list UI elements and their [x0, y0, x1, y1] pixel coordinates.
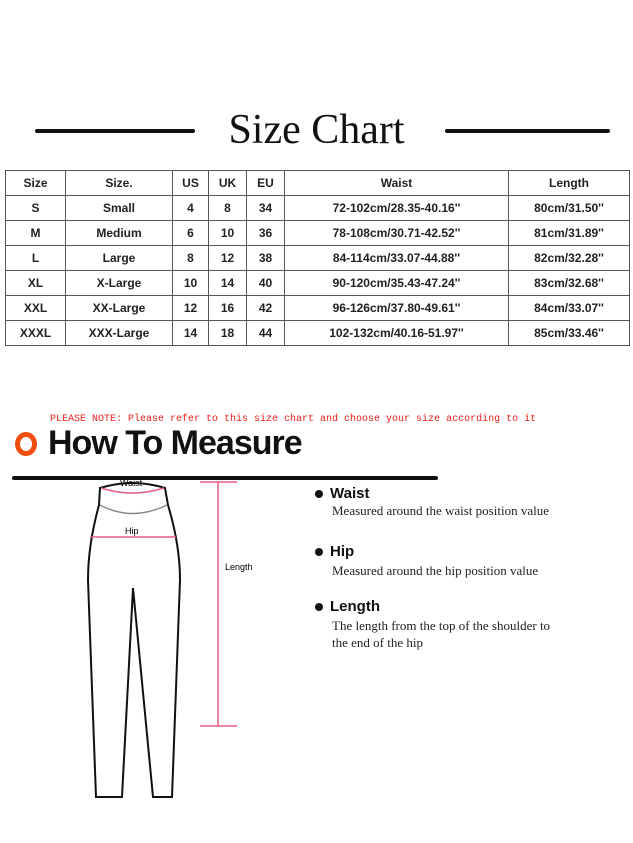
- length-desc-2: the end of the hip: [332, 635, 423, 650]
- waist-label: Waist: [120, 478, 143, 488]
- table-cell: XX-Large: [65, 295, 173, 321]
- table-cell: 18: [208, 320, 247, 346]
- hip-desc: Measured around the hip position value: [332, 563, 539, 578]
- length-desc: The length from the top of the shoulder …: [332, 618, 551, 633]
- table-row: XXL XX-Large 12 16 42 96-126cm/37.80-49.61'' 8…: [5, 295, 630, 321]
- circle-bullet-icon: [15, 432, 37, 456]
- table-cell: 84cm/33.07'': [508, 295, 630, 321]
- table-cell: 34: [246, 195, 285, 221]
- waist-measure-line: [100, 487, 165, 494]
- table-cell: 14: [208, 270, 247, 296]
- table-cell: 44: [246, 320, 285, 346]
- table-cell: XXX-Large: [65, 320, 173, 346]
- title-rule-right: [445, 129, 610, 133]
- heading-rule: [12, 476, 438, 480]
- table-cell: 90-120cm/35.43-47.24'': [284, 270, 509, 296]
- table-cell: Large: [65, 245, 173, 271]
- pants-outline: [86, 482, 182, 798]
- table-row: L Large 8 12 38 84-114cm/33.07-44.88'' 82cm/32…: [5, 245, 630, 271]
- table-cell: UK: [208, 170, 247, 196]
- table-cell: 8: [208, 195, 247, 221]
- table-cell: Small: [65, 195, 173, 221]
- please-note: PLEASE NOTE: Please refer to this size c…: [50, 414, 537, 425]
- table-cell: 82cm/32.28'': [508, 245, 630, 271]
- table-cell: 14: [172, 320, 209, 346]
- table-cell: 81cm/31.89'': [508, 220, 630, 246]
- table-cell: 80cm/31.50'': [508, 195, 630, 221]
- waist-desc: Measured around the waist position value: [332, 503, 549, 518]
- table-cell: Medium: [65, 220, 173, 246]
- table-cell: 40: [246, 270, 285, 296]
- table-cell: 12: [208, 245, 247, 271]
- table-row: XXXL XXX-Large 14 18 44 102-132cm/40.16-51.97…: [5, 320, 630, 346]
- table-cell: 83cm/32.68'': [508, 270, 630, 296]
- table-cell: EU: [246, 170, 285, 196]
- bullet-icon: [315, 603, 323, 612]
- hip-label: Hip: [125, 526, 139, 536]
- table-cell: Length: [508, 170, 630, 196]
- length-label: Length: [225, 562, 253, 572]
- table-cell: 36: [246, 220, 285, 246]
- table-cell: Size.: [65, 170, 173, 196]
- length-title: Length: [315, 598, 380, 615]
- table-cell: Waist: [284, 170, 509, 196]
- table-cell: 42: [246, 295, 285, 321]
- table-cell: 4: [172, 195, 209, 221]
- table-header-row: Size Size. US UK EU Waist Length: [5, 170, 630, 196]
- table-row: M Medium 6 10 36 78-108cm/30.71-42.52'' 81cm/3…: [5, 220, 630, 246]
- table-cell: 10: [208, 220, 247, 246]
- table-cell: 96-126cm/37.80-49.61'': [284, 295, 509, 321]
- bullet-icon: [315, 490, 323, 499]
- hip-title: Hip: [315, 543, 354, 560]
- size-table: Size Size. US UK EU Waist Length S Small 4 8 34 72-1…: [5, 170, 630, 346]
- title-rule-left: [35, 129, 195, 133]
- table-cell: 102-132cm/40.16-51.97'': [284, 320, 509, 346]
- table-cell: 84-114cm/33.07-44.88'': [284, 245, 509, 271]
- table-cell: 85cm/33.46'': [508, 320, 630, 346]
- page-title: Size Chart: [228, 107, 405, 153]
- waistband-line: [99, 504, 168, 515]
- how-to-measure-heading: How To Measure: [48, 424, 303, 462]
- waist-title: Waist: [315, 485, 369, 502]
- bullet-icon: [315, 548, 323, 557]
